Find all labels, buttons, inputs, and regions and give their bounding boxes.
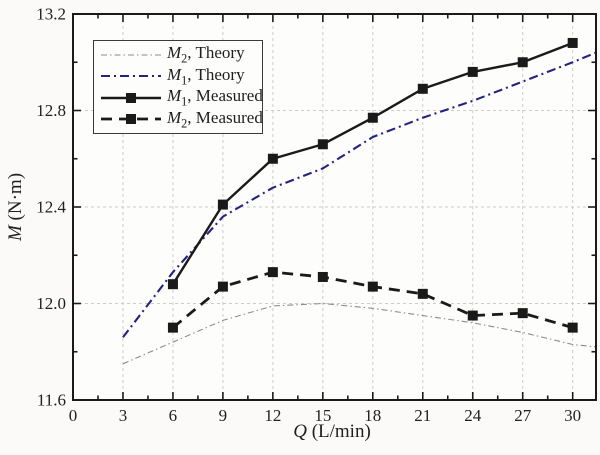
x-axis-unit: (L/min) [306,421,371,442]
x-tick-label: 18 [364,406,381,425]
x-tick-label: 27 [514,406,532,425]
legend-line-sample-m1-measured [101,92,161,103]
marker-m1-measured [317,139,328,150]
y-tick-label: 12.4 [36,198,66,217]
legend-entry-label: M2, Theory [167,44,245,65]
series-line-m1-theory [122,51,597,338]
x-tick-label: 30 [564,406,581,425]
legend-line-sample-m2-measured [101,114,161,125]
legend-entry-label: M1, Theory [167,66,245,87]
legend-series-text: , Theory [187,64,245,84]
x-tick-label: 24 [464,406,482,425]
marker-m2-measured [367,281,378,292]
legend-series-symbol: M [167,107,182,127]
legend-entry-m1-theory: M1, Theory [100,66,256,87]
y-tick-label: 13.2 [36,5,66,24]
y-axis-label: M (N·m) [5,173,27,241]
legend-entry-label: M2, Measured [167,109,263,130]
x-tick-label: 15 [314,406,331,425]
marker-m1-measured [467,66,478,77]
y-axis-unit: (N·m) [5,172,26,226]
x-axis-symbol: Q [293,421,307,442]
marker-m1-measured [417,83,428,94]
x-axis-label: Q (L/min) [293,421,371,443]
y-tick-label: 11.6 [37,391,66,410]
marker-m2-measured [417,288,428,299]
marker-m2-measured [567,322,578,333]
legend-series-symbol: M [167,43,182,63]
legend-sample-marker [126,92,136,103]
legend-entry-label: M1, Measured [167,87,263,108]
marker-m2-measured [167,322,178,333]
y-tick-label: 12.0 [36,294,66,313]
marker-m1-measured [367,112,378,123]
x-tick-label: 6 [169,406,178,425]
marker-m1-measured [217,199,228,210]
marker-m2-measured [467,310,478,321]
legend-entry-m2-theory: M2, Theory [100,44,256,65]
legend-line-sample-m1-theory [101,75,161,78]
legend-series-text: , Measured [187,107,263,127]
x-tick-label: 12 [264,406,281,425]
marker-m1-measured [167,279,178,290]
x-tick-label: 21 [414,406,431,425]
x-tick-label: 3 [119,406,128,425]
legend-line-sample-m2-theory [101,54,161,56]
marker-m1-measured [567,37,578,48]
legend-series-subscript: 1 [181,73,188,88]
y-tick-label: 12.8 [36,101,66,120]
marker-m2-measured [517,308,528,319]
legend-series-subscript: 2 [181,116,188,131]
series-line-m2-theory [122,302,597,365]
legend: M2, Theory M1, Theory M1, Measured M2, Meas… [93,40,263,134]
legend-series-text: , Theory [187,43,245,63]
legend-series-symbol: M [167,86,182,106]
legend-series-text: , Measured [187,86,263,106]
legend-series-subscript: 1 [181,94,188,109]
x-tick-label: 9 [219,406,228,425]
legend-entry-m1-measured: M1, Measured [100,87,263,108]
legend-sample-marker [126,114,136,125]
x-tick-label: 0 [69,406,78,425]
marker-m1-measured [517,57,528,68]
legend-series-subscript: 2 [181,51,188,66]
marker-m2-measured [217,281,228,292]
legend-entry-m2-measured: M2, Measured [100,109,263,130]
marker-m2-measured [317,271,328,282]
y-axis-symbol: M [5,225,26,242]
marker-m1-measured [267,153,278,164]
marker-m2-measured [267,267,278,278]
legend-series-symbol: M [167,64,182,84]
